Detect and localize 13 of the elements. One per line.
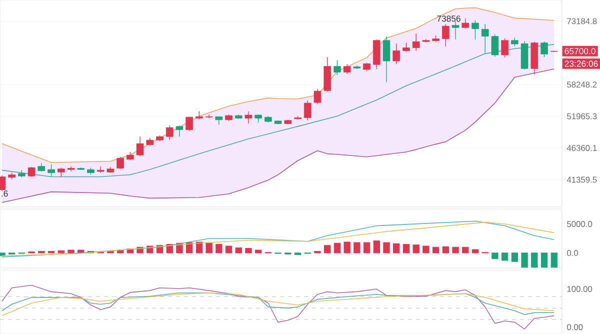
annotation: .6 [2, 190, 8, 197]
y-tick-label: 73184.8 [567, 18, 597, 24]
y-tick-label: 41359.5 [566, 176, 597, 183]
annotation: 73856 [437, 16, 460, 22]
text: 23:26:06 [564, 60, 598, 67]
y-tick-label: 5000.0 [567, 221, 592, 227]
y-tick-label: 0.0 [567, 250, 578, 256]
y-tick-label: 46360.1 [566, 144, 597, 151]
text: 65700.0 [564, 48, 596, 54]
y-tick-label: 58248.2 [567, 82, 597, 88]
y-tick-label: 100.00 [567, 286, 592, 292]
y-tick-label: 51965.3 [567, 113, 597, 120]
y-tick-label: 0.00 [567, 324, 583, 330]
